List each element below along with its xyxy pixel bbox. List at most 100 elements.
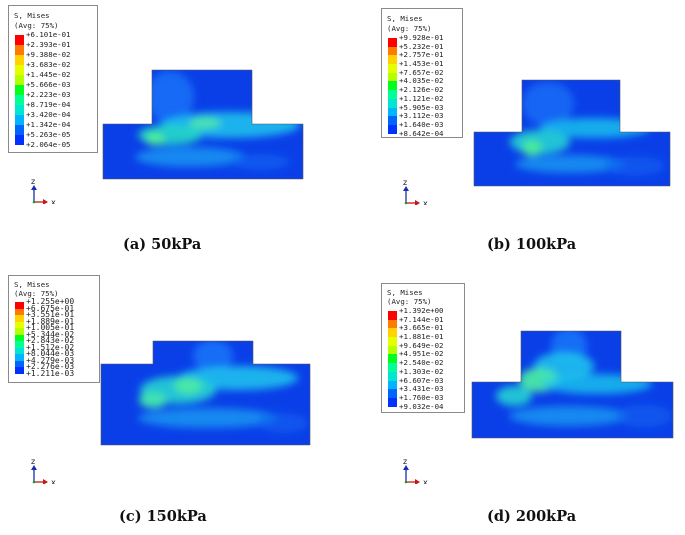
- legend-averaging: (Avg: 75%): [387, 297, 432, 306]
- legend-value: +2.540e-02: [399, 358, 444, 368]
- legend-value: +9.032e-04: [399, 401, 444, 411]
- legend-value: +7.657e-02: [399, 67, 444, 77]
- axis-label-x: x: [51, 198, 56, 204]
- color-swatch: [388, 98, 397, 108]
- color-swatch: [388, 337, 397, 346]
- panel-caption: (d) 200kPa: [487, 508, 577, 525]
- legend-averaging: (Avg: 75%): [387, 24, 432, 33]
- legend-value: +8.642e-04: [399, 128, 444, 138]
- legend-value: +2.126e-02: [399, 85, 444, 95]
- legend-value: +6.675e-01: [26, 303, 75, 313]
- axis-label-z: z: [403, 179, 407, 187]
- legend-value: +5.905e-03: [399, 102, 444, 112]
- legend-value: +5.263e-05: [26, 130, 71, 139]
- color-swatch: [15, 315, 24, 322]
- color-swatch: [388, 124, 397, 134]
- legend-value: +1.211e-03: [26, 369, 75, 379]
- legend-values: +6.101e-01 +2.393e-01 +9.388e-02 +3.683e-02…: [26, 30, 71, 150]
- color-swatch: [15, 45, 24, 55]
- legend-value: +9.928e-01: [399, 33, 444, 42]
- legend-box: S, Mises (Avg: 75%) +1.255e+00 +6.675e-01…: [8, 275, 100, 383]
- legend-value: +3.551e-01: [26, 310, 75, 320]
- legend-value: +4.279e-03: [26, 355, 75, 365]
- legend-title: S, Mises: [387, 288, 423, 297]
- legend-value: +1.889e-01: [26, 316, 75, 326]
- color-swatch: [388, 55, 397, 65]
- color-scale-bar: [15, 35, 24, 145]
- legend-value: +8.044e-03: [26, 349, 75, 359]
- color-swatch: [388, 371, 397, 381]
- legend-value: +2.223e-03: [26, 90, 71, 99]
- color-swatch: [15, 85, 24, 95]
- color-swatch: [15, 308, 24, 316]
- color-swatch: [15, 341, 24, 348]
- axis-triad: z x: [31, 178, 56, 204]
- color-swatch: [15, 347, 24, 355]
- legend-value: +9.388e-02: [26, 50, 71, 59]
- legend-value: +1.881e-01: [399, 332, 444, 342]
- legend-title: S, Mises: [14, 280, 50, 289]
- color-swatch: [388, 46, 397, 56]
- color-swatch: [388, 116, 397, 125]
- stress-contour-model: [102, 69, 304, 180]
- color-swatch: [388, 107, 397, 117]
- legend-value: +8.719e-04: [26, 100, 71, 109]
- axis-label-x: x: [423, 199, 428, 205]
- legend-value: +2.064e-05: [26, 140, 71, 149]
- color-scale-bar: [388, 38, 397, 134]
- color-scale-bar: [388, 311, 397, 407]
- legend-value: +5.344e-02: [26, 329, 75, 339]
- legend-value: +1.453e-01: [399, 59, 444, 69]
- legend-value: +1.512e-02: [26, 342, 75, 352]
- color-swatch: [15, 360, 24, 368]
- legend-value: +3.665e-01: [399, 323, 444, 333]
- legend-value: +5.232e-01: [399, 41, 444, 51]
- color-swatch: [15, 367, 24, 375]
- color-swatch: [15, 55, 24, 65]
- axis-label-z: z: [403, 458, 407, 466]
- legend-averaging: (Avg: 75%): [14, 289, 59, 298]
- legend-value: +2.843e-02: [26, 336, 75, 346]
- color-swatch: [388, 354, 397, 364]
- axis-label-z: z: [31, 178, 35, 186]
- legend-value: +2.393e-01: [26, 40, 71, 49]
- legend-value: +1.255e+00: [26, 297, 75, 306]
- color-swatch: [15, 115, 24, 125]
- legend-value: +3.683e-02: [26, 60, 71, 69]
- legend-value: +1.445e-02: [26, 70, 71, 79]
- legend-value: +1.342e-04: [26, 120, 71, 129]
- legend-value: +1.005e-01: [26, 323, 75, 333]
- legend-value: +1.760e-03: [399, 392, 444, 402]
- color-swatch: [15, 75, 24, 85]
- color-swatch: [388, 38, 397, 47]
- legend-value: +1.640e-03: [399, 119, 444, 129]
- legend-value: +1.121e-02: [399, 93, 444, 103]
- legend-value: +2.276e-03: [26, 362, 75, 372]
- stress-contour-model: [100, 340, 311, 446]
- color-swatch: [388, 81, 397, 91]
- legend-value: +7.144e-01: [399, 314, 444, 324]
- axis-triad: z x: [403, 179, 428, 205]
- legend-value: +6.607e-03: [399, 375, 444, 385]
- color-swatch: [388, 380, 397, 390]
- color-scale-bar: [15, 302, 24, 375]
- stress-contour-model: [473, 79, 671, 187]
- color-swatch: [388, 397, 397, 407]
- panel-caption: (b) 100kPa: [487, 236, 577, 253]
- legend-value: +1.303e-02: [399, 366, 444, 376]
- legend-value: +4.951e-02: [399, 349, 444, 359]
- legend-value: +3.420e-04: [26, 110, 71, 119]
- axis-label-z: z: [31, 458, 35, 466]
- axis-triad: z x: [31, 458, 56, 484]
- axis-label-x: x: [423, 478, 428, 484]
- color-swatch: [15, 105, 24, 115]
- color-swatch: [388, 345, 397, 355]
- color-swatch: [15, 334, 24, 342]
- stress-contour-model: [471, 330, 674, 439]
- legend-value: +3.431e-03: [399, 384, 444, 394]
- color-swatch: [15, 135, 24, 145]
- legend-box: S, Mises (Avg: 75%) +9.928e-01 +5.232e-01…: [381, 8, 463, 138]
- panel-caption: (a) 50kPa: [123, 236, 202, 253]
- color-swatch: [15, 65, 24, 75]
- legend-box: S, Mises (Avg: 75%) +6.101e-01 +2.393e-01…: [8, 5, 98, 153]
